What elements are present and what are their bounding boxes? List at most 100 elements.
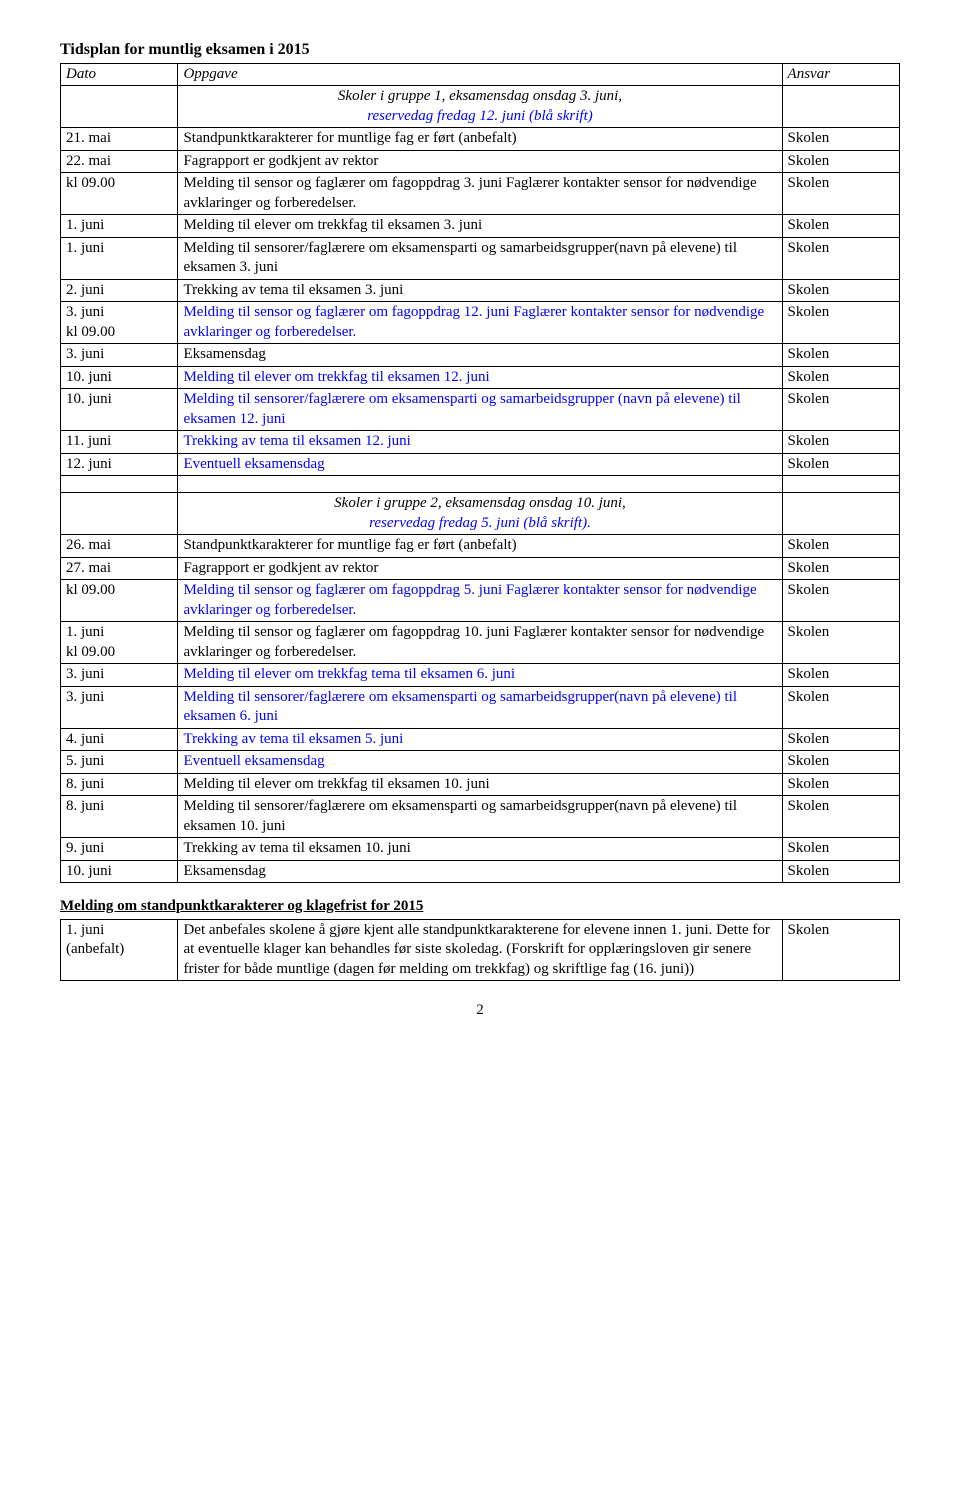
cell-date: kl 09.00	[61, 580, 178, 622]
group2-heading: Skoler i gruppe 2, eksamensdag onsdag 10…	[178, 493, 782, 535]
cell-date: 4. juni	[61, 728, 178, 751]
cell-resp: Skolen	[782, 150, 899, 173]
cell-task: Fagrapport er godkjent av rektor	[178, 150, 782, 173]
empty-cell	[61, 86, 178, 128]
header-task: Oppgave	[178, 63, 782, 86]
cell-resp: Skolen	[782, 860, 899, 883]
table-row: 3. juni kl 09.00Melding til sensor og fa…	[61, 302, 900, 344]
cell-resp: Skolen	[782, 237, 899, 279]
group1-heading-row: Skoler i gruppe 1, eksamensdag onsdag 3.…	[61, 86, 900, 128]
table-row: 8. juniMelding til sensorer/faglærere om…	[61, 796, 900, 838]
table-row: 1. juniMelding til sensorer/faglærere om…	[61, 237, 900, 279]
cell-date: kl 09.00	[61, 173, 178, 215]
header-date: Dato	[61, 63, 178, 86]
table-header-row: Dato Oppgave Ansvar	[61, 63, 900, 86]
table-row: kl 09.00Melding til sensor og faglærer o…	[61, 580, 900, 622]
cell-date: 3. juni	[61, 664, 178, 687]
page-title: Tidsplan for muntlig eksamen i 2015	[60, 40, 900, 61]
cell-date: 2. juni	[61, 279, 178, 302]
group1-heading: Skoler i gruppe 1, eksamensdag onsdag 3.…	[178, 86, 782, 128]
cell-resp: Skolen	[782, 773, 899, 796]
cell-task: Melding til sensorer/faglærere om eksame…	[178, 796, 782, 838]
table-row: 27. maiFagrapport er godkjent av rektorS…	[61, 557, 900, 580]
cell-task: Trekking av tema til eksamen 12. juni	[178, 431, 782, 454]
group1-heading-line1: Skoler i gruppe 1, eksamensdag onsdag 3.…	[338, 88, 622, 104]
cell-task: Melding til sensor og faglærer om fagopp…	[178, 173, 782, 215]
cell-task: Melding til elever om trekkfag til eksam…	[178, 215, 782, 238]
cell-date: 3. juni kl 09.00	[61, 302, 178, 344]
cell-resp: Skolen	[782, 796, 899, 838]
group2-heading-line1: Skoler i gruppe 2, eksamensdag onsdag 10…	[334, 495, 626, 511]
cell-date: 1. juni (anbefalt)	[61, 919, 178, 981]
cell-date: 21. mai	[61, 128, 178, 151]
cell-task: Eventuell eksamensdag	[178, 751, 782, 774]
cell-task: Melding til sensorer/faglærere om eksame…	[178, 389, 782, 431]
cell-date: 10. juni	[61, 860, 178, 883]
cell-task: Melding til elever om trekkfag til eksam…	[178, 366, 782, 389]
cell-resp: Skolen	[782, 302, 899, 344]
cell-resp: Skolen	[782, 557, 899, 580]
cell-task: Melding til sensorer/faglærere om eksame…	[178, 237, 782, 279]
cell-date: 9. juni	[61, 838, 178, 861]
table-row: 12. juniEventuell eksamensdagSkolen	[61, 453, 900, 476]
table-row: 11. juniTrekking av tema til eksamen 12.…	[61, 431, 900, 454]
table-row: kl 09.00Melding til sensor og faglærer o…	[61, 173, 900, 215]
cell-task: Melding til sensor og faglærer om fagopp…	[178, 302, 782, 344]
table-row: 3. juniMelding til sensorer/faglærere om…	[61, 686, 900, 728]
cell-resp: Skolen	[782, 344, 899, 367]
cell-task: Melding til elever om trekkfag til eksam…	[178, 773, 782, 796]
cell-task: Melding til sensor og faglærer om fagopp…	[178, 622, 782, 664]
header-resp: Ansvar	[782, 63, 899, 86]
table-row: 5. juniEventuell eksamensdagSkolen	[61, 751, 900, 774]
cell-resp: Skolen	[782, 279, 899, 302]
cell-date: 1. juni kl 09.00	[61, 622, 178, 664]
cell-task: Melding til sensorer/faglærere om eksame…	[178, 686, 782, 728]
cell-resp: Skolen	[782, 453, 899, 476]
cell-date: 1. juni	[61, 215, 178, 238]
cell-date: 3. juni	[61, 344, 178, 367]
empty-cell	[782, 86, 899, 128]
cell-task: Trekking av tema til eksamen 10. juni	[178, 838, 782, 861]
table-row: 8. juniMelding til elever om trekkfag ti…	[61, 773, 900, 796]
cell-task: Standpunktkarakterer for muntlige fag er…	[178, 128, 782, 151]
table-row: 26. maiStandpunktkarakterer for muntlige…	[61, 535, 900, 558]
cell-task: Det anbefales skolene å gjøre kjent alle…	[178, 919, 782, 981]
table-row: 21. maiStandpunktkarakterer for muntlige…	[61, 128, 900, 151]
cell-resp: Skolen	[782, 128, 899, 151]
cell-date: 8. juni	[61, 796, 178, 838]
cell-task: Eksamensdag	[178, 344, 782, 367]
cell-resp: Skolen	[782, 535, 899, 558]
table-row: 1. juni (anbefalt)Det anbefales skolene …	[61, 919, 900, 981]
cell-resp: Skolen	[782, 366, 899, 389]
cell-resp: Skolen	[782, 838, 899, 861]
cell-resp: Skolen	[782, 389, 899, 431]
notice-table: 1. juni (anbefalt)Det anbefales skolene …	[60, 919, 900, 982]
cell-task: Eventuell eksamensdag	[178, 453, 782, 476]
cell-resp: Skolen	[782, 919, 899, 981]
cell-task: Standpunktkarakterer for muntlige fag er…	[178, 535, 782, 558]
cell-date: 10. juni	[61, 366, 178, 389]
spacer-row	[61, 476, 900, 493]
cell-task: Melding til elever om trekkfag tema til …	[178, 664, 782, 687]
cell-resp: Skolen	[782, 580, 899, 622]
table-row: 10. juniMelding til elever om trekkfag t…	[61, 366, 900, 389]
cell-resp: Skolen	[782, 431, 899, 454]
cell-resp: Skolen	[782, 728, 899, 751]
table-row: 2. juniTrekking av tema til eksamen 3. j…	[61, 279, 900, 302]
cell-resp: Skolen	[782, 215, 899, 238]
cell-date: 3. juni	[61, 686, 178, 728]
table-row: 1. juniMelding til elever om trekkfag ti…	[61, 215, 900, 238]
cell-date: 1. juni	[61, 237, 178, 279]
cell-date: 5. juni	[61, 751, 178, 774]
cell-date: 26. mai	[61, 535, 178, 558]
cell-task: Eksamensdag	[178, 860, 782, 883]
table-row: 10. juniEksamensdagSkolen	[61, 860, 900, 883]
table-row: 10. juniMelding til sensorer/faglærere o…	[61, 389, 900, 431]
table-row: 1. juni kl 09.00Melding til sensor og fa…	[61, 622, 900, 664]
schedule-table: Dato Oppgave Ansvar Skoler i gruppe 1, e…	[60, 63, 900, 884]
cell-task: Fagrapport er godkjent av rektor	[178, 557, 782, 580]
group2-heading-row: Skoler i gruppe 2, eksamensdag onsdag 10…	[61, 493, 900, 535]
empty-cell	[61, 493, 178, 535]
cell-task: Trekking av tema til eksamen 5. juni	[178, 728, 782, 751]
cell-resp: Skolen	[782, 686, 899, 728]
